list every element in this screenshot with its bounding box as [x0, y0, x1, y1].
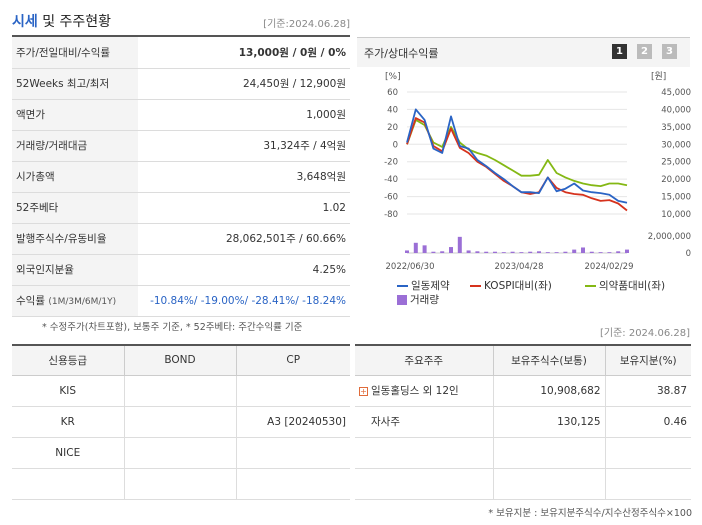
- volume-bar: [475, 251, 480, 253]
- volume-tick: 2,000,000: [648, 232, 691, 242]
- volume-bar: [598, 252, 603, 253]
- table-row: 발행주식수/유동비율 28,062,501주 / 60.66%: [12, 223, 350, 255]
- legend-swatch: [397, 295, 407, 305]
- y-left-tick: -40: [384, 175, 398, 185]
- y-left-tick: 0: [393, 140, 398, 150]
- y-right-tick: 10,000: [661, 210, 691, 220]
- volume-bar: [466, 250, 471, 253]
- table-row: KIS: [12, 375, 350, 407]
- base-date-2: [기준: 2024.06.28]: [599, 328, 690, 339]
- chart-header: [357, 37, 690, 67]
- chart-tab-1[interactable]: 1: [612, 44, 627, 59]
- legend-kospi: KOSPI대비(좌): [470, 278, 552, 293]
- volume-bar: [554, 252, 559, 253]
- volume-bar: [484, 251, 489, 253]
- column-header: 보유지분(%): [605, 344, 691, 376]
- base-date: [기준:2024.06.28]: [263, 19, 350, 30]
- footnote: * 수정주가(차트포함), 보통주 기준, * 52주베타: 주간수익률 기준: [42, 322, 303, 333]
- column-header: CP: [236, 344, 350, 376]
- table-row: 주가/전일대비/수익률 13,000원 / 0원 / 0%: [12, 37, 350, 69]
- y-right-tick: 20,000: [661, 175, 691, 185]
- legend-swatch: [470, 285, 481, 287]
- volume-bar: [519, 252, 524, 253]
- y-left-tick: 20: [387, 123, 398, 133]
- table-row: 외국인지분율 4.25%: [12, 254, 350, 286]
- volume-bar: [581, 247, 585, 253]
- series-line-2: [406, 119, 628, 187]
- table-row: 52주베타 1.02: [12, 192, 350, 224]
- column-header: 신용등급: [12, 344, 125, 376]
- credit-rating-table: 신용등급 BOND CP KIS KR A3 [20240530] NICE: [12, 344, 350, 500]
- chart-tab-3[interactable]: 3: [662, 44, 677, 59]
- table-row: 52Weeks 최고/최저 24,450원 / 12,900원: [12, 68, 350, 100]
- table-row: + 일동홀딩스 외 12인 10,908,682 38.87: [355, 375, 691, 407]
- volume-bar: [563, 251, 568, 253]
- volume-bar: [431, 251, 436, 253]
- holding-footnote: * 보유지분 : 보유지분주식수/지수산정주식수×100: [488, 508, 692, 519]
- y-right-tick: 15,000: [661, 193, 691, 203]
- column-header: 주요주주: [355, 344, 494, 376]
- volume-tick: 0: [686, 249, 691, 259]
- table-row: KR A3 [20240530]: [12, 406, 350, 438]
- table-row: 액면가 1,000원: [12, 99, 350, 131]
- volume-bar: [528, 251, 533, 253]
- y-left-tick: 40: [387, 105, 398, 115]
- y-left-tick: -80: [384, 210, 398, 220]
- legend-stock: 일동제약: [397, 278, 450, 293]
- volume-bar: [616, 251, 621, 253]
- series-line-0: [406, 108, 628, 204]
- stock-summary-table: 주가/전일대비/수익률 13,000원 / 0원 / 0% 52Weeks 최고/…: [12, 37, 350, 317]
- table-row: 거래량/거래대금 31,324주 / 4억원: [12, 130, 350, 162]
- expand-plus-icon[interactable]: +: [359, 386, 368, 396]
- legend-volume: 거래량: [397, 292, 439, 307]
- y-right-tick: 35,000: [661, 123, 691, 133]
- y-right-tick: 40,000: [661, 105, 691, 115]
- volume-bar: [449, 247, 453, 253]
- volume-bar: [607, 252, 612, 253]
- stock-chart: [%] [원] 60 40 20 0 -20 -40 -60 -80 45,000 40,000 3…: [384, 71, 691, 272]
- volume-bar: [493, 251, 497, 253]
- y-left-tick: 60: [387, 88, 398, 98]
- volume-bar: [537, 251, 541, 253]
- legend-swatch: [397, 285, 408, 287]
- legend-swatch: [585, 285, 596, 287]
- volume-bar: [440, 251, 445, 253]
- y-right-tick: 45,000: [661, 88, 691, 98]
- volume-bar: [413, 242, 418, 253]
- volume-bar: [422, 245, 427, 253]
- shareholders-table: 주요주주 보유주식수(보통) 보유지분(%) + 일동홀딩스 외 12인 10,9…: [355, 344, 691, 500]
- legend-pharma: 의약품대비(좌): [585, 278, 665, 293]
- column-header: 보유주식수(보통): [493, 344, 606, 376]
- table-row: [355, 468, 691, 500]
- table-row: [355, 437, 691, 469]
- x-tick: 2023/04/28: [495, 262, 544, 272]
- left-unit-label: [%]: [385, 72, 401, 82]
- volume-bar: [572, 249, 577, 253]
- section-title: 시세 및 주주현황: [12, 14, 112, 30]
- return-row: 수익률 (1M/3M/6M/1Y) -10.84%/ -19.00%/ -28.…: [12, 285, 350, 317]
- volume-bar: [510, 251, 515, 253]
- volume-bar: [457, 236, 462, 253]
- y-right-tick: 30,000: [661, 140, 691, 150]
- chart-title: 주가/상대수익률: [364, 47, 439, 60]
- column-header: BOND: [124, 344, 237, 376]
- table-row: NICE: [12, 437, 350, 469]
- table-row: 시가총액 3,648억원: [12, 161, 350, 193]
- y-left-tick: -60: [384, 193, 398, 203]
- volume-bar: [501, 252, 506, 253]
- right-unit-label: [원]: [651, 71, 666, 82]
- chart-tab-2[interactable]: 2: [637, 44, 652, 59]
- x-tick: 2024/02/29: [585, 262, 634, 272]
- volume-bar: [545, 252, 550, 253]
- y-right-tick: 25,000: [661, 158, 691, 168]
- y-left-tick: -20: [384, 158, 398, 168]
- table-row: 자사주 130,125 0.46: [355, 406, 691, 438]
- x-tick: 2022/06/30: [386, 262, 435, 272]
- volume-bar: [405, 250, 409, 253]
- volume-bar: [589, 251, 594, 253]
- table-row: [12, 468, 350, 500]
- title-divider: [12, 35, 350, 37]
- volume-bar: [625, 249, 629, 253]
